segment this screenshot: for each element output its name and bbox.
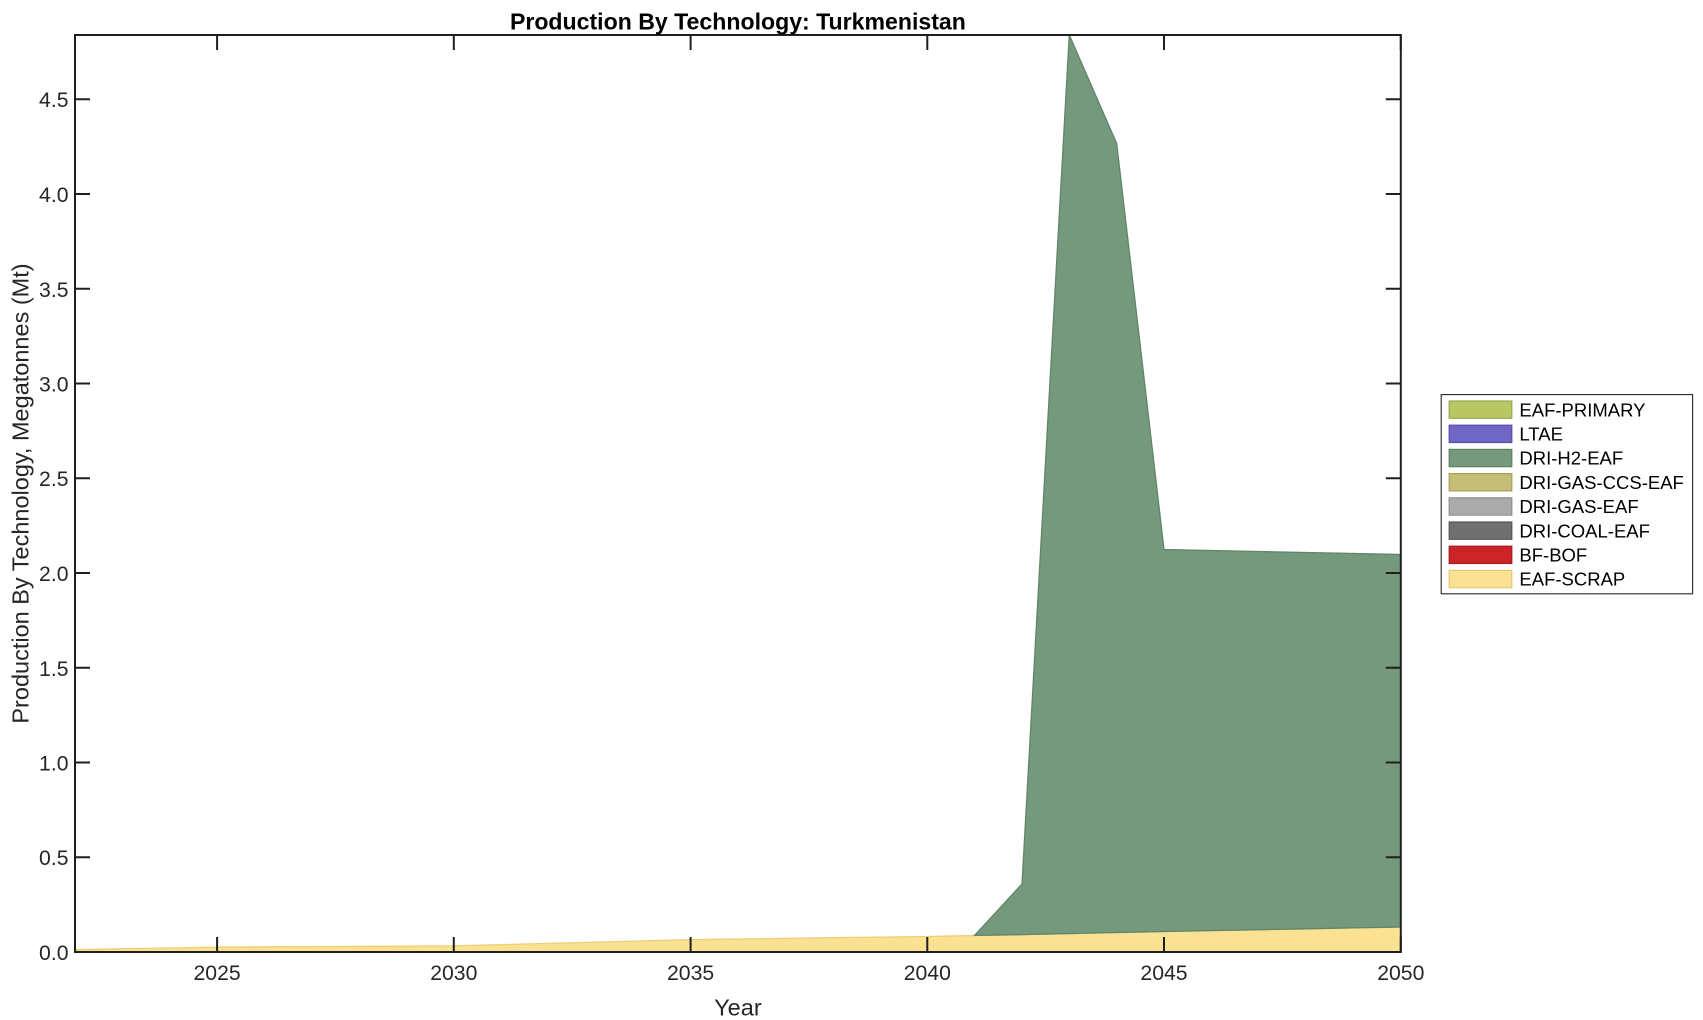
- svg-text:EAF-PRIMARY: EAF-PRIMARY: [1519, 399, 1645, 420]
- svg-text:2.0: 2.0: [39, 563, 68, 586]
- svg-text:2045: 2045: [1140, 962, 1187, 985]
- svg-text:Year: Year: [714, 995, 762, 1020]
- svg-text:DRI-COAL-EAF: DRI-COAL-EAF: [1519, 520, 1650, 541]
- svg-text:2050: 2050: [1377, 962, 1424, 985]
- svg-text:1.0: 1.0: [39, 753, 68, 776]
- svg-text:1.5: 1.5: [39, 658, 68, 681]
- svg-text:DRI-H2-EAF: DRI-H2-EAF: [1519, 448, 1623, 469]
- svg-text:2040: 2040: [904, 962, 951, 985]
- svg-text:2030: 2030: [430, 962, 477, 985]
- svg-text:DRI-GAS-EAF: DRI-GAS-EAF: [1519, 496, 1638, 517]
- svg-text:0.5: 0.5: [39, 847, 68, 870]
- svg-text:0.0: 0.0: [39, 942, 68, 965]
- svg-text:2035: 2035: [667, 962, 714, 985]
- svg-text:Production By Technology: Turk: Production By Technology: Turkmenistan: [510, 8, 966, 34]
- svg-text:BF-BOF: BF-BOF: [1519, 545, 1587, 566]
- svg-text:4.5: 4.5: [39, 89, 68, 112]
- svg-text:3.5: 3.5: [39, 279, 68, 302]
- svg-text:DRI-GAS-CCS-EAF: DRI-GAS-CCS-EAF: [1519, 472, 1683, 493]
- svg-text:2.5: 2.5: [39, 468, 68, 491]
- svg-text:Production By Technology, Mega: Production By Technology, Megatonnes (Mt…: [8, 263, 34, 723]
- svg-text:2025: 2025: [194, 962, 241, 985]
- svg-text:EAF-SCRAP: EAF-SCRAP: [1519, 569, 1625, 590]
- svg-text:3.0: 3.0: [39, 374, 68, 397]
- svg-text:LTAE: LTAE: [1519, 424, 1563, 445]
- svg-text:4.0: 4.0: [39, 184, 68, 207]
